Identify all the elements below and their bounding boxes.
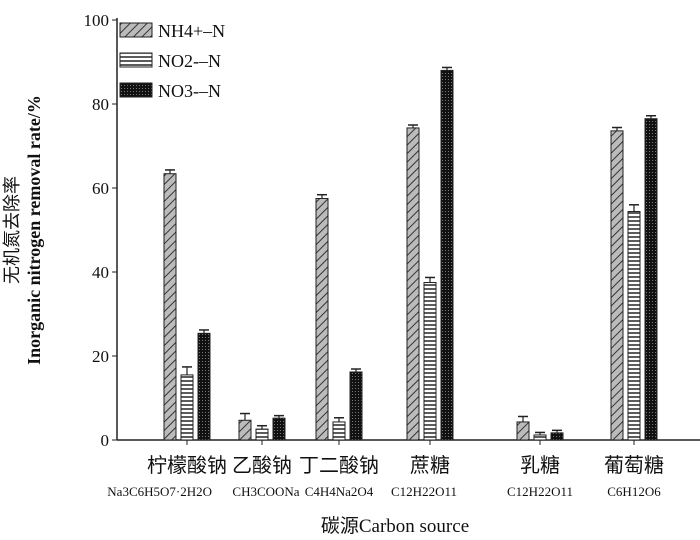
x-tick-label: 蔗糖 — [410, 454, 450, 477]
bar-2 — [440, 69, 454, 441]
bar-1 — [332, 421, 346, 441]
bar-1 — [180, 374, 194, 441]
legend-swatch-2 — [119, 82, 153, 98]
bar-2 — [197, 332, 211, 441]
legend-swatch-0 — [119, 22, 153, 38]
legend-swatch-1 — [119, 52, 153, 68]
x-tick-formula: CH3COONa — [232, 484, 299, 499]
x-axis-label: 碳源Carbon source — [321, 515, 469, 537]
y-tick-label: 0 — [101, 431, 110, 450]
bar-1 — [627, 211, 641, 441]
x-tick-label: 乳糖 — [520, 454, 560, 477]
bar-2 — [550, 432, 564, 441]
bar-1 — [423, 282, 437, 441]
y-axis-label-cn: 无机氮去除率 — [2, 176, 22, 284]
y-tick-label: 40 — [92, 263, 109, 282]
bar-1 — [533, 434, 547, 441]
y-tick-label: 60 — [92, 179, 109, 198]
x-tick-label: 葡萄糖 — [604, 454, 664, 477]
y-axis-label: Inorganic nitrogen removal rate/% — [24, 95, 44, 365]
legend-label-2: NO3-–N — [158, 81, 221, 101]
bar-2 — [272, 417, 286, 441]
y-tick-label: 80 — [92, 95, 109, 114]
bar-1 — [255, 428, 269, 441]
legend-label-1: NO2-–N — [158, 51, 221, 71]
y-tick-label: 100 — [84, 11, 110, 30]
legend-label-0: NH4+–N — [158, 21, 225, 41]
x-tick-formula: C12H22O11 — [391, 484, 457, 499]
x-tick-formula: Na3C6H5O7·2H2O — [107, 484, 212, 499]
x-tick-label: 丁二酸钠 — [299, 454, 379, 477]
y-tick-label: 20 — [92, 347, 109, 366]
x-tick-formula: C6H12O6 — [607, 484, 661, 499]
bar-2 — [644, 118, 658, 441]
bar-0 — [163, 173, 177, 441]
x-tick-label: 乙酸钠 — [232, 454, 292, 477]
bar-0 — [516, 421, 530, 441]
x-tick-label: 柠檬酸钠 — [147, 454, 227, 477]
bar-0 — [238, 419, 252, 441]
x-tick-formula: C4H4Na2O4 — [305, 484, 374, 499]
bar-2 — [349, 371, 363, 441]
bar-0 — [315, 198, 329, 441]
x-tick-formula: C12H22O11 — [507, 484, 573, 499]
bar-0 — [406, 127, 420, 441]
bar-0 — [610, 130, 624, 441]
